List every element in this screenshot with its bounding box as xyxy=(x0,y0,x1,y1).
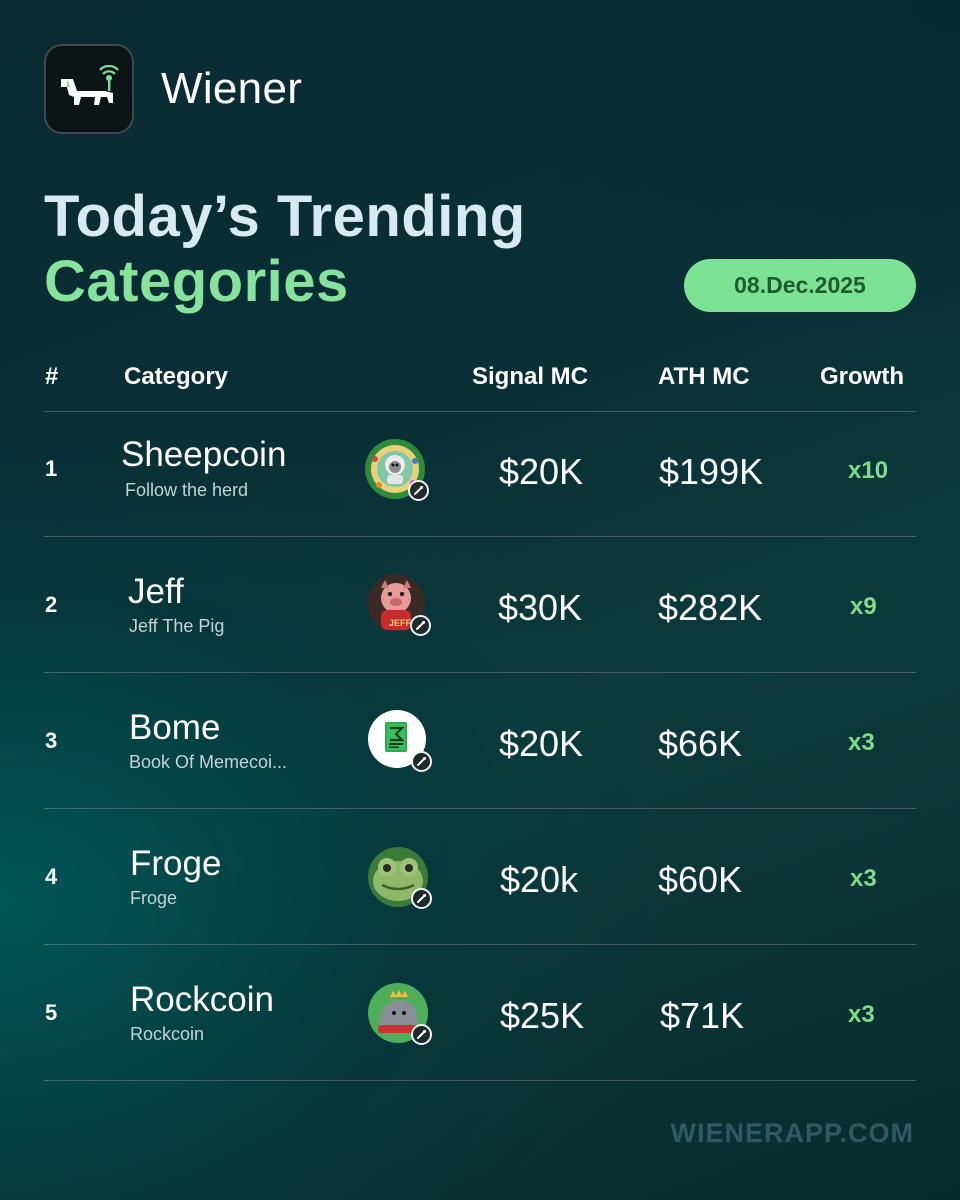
category-name: Froge xyxy=(130,844,222,883)
divider xyxy=(44,672,916,673)
link-icon xyxy=(411,751,432,772)
ath-mc-value: $199K xyxy=(659,451,764,492)
date-badge: 08.Dec.2025 xyxy=(684,259,916,312)
category-subtitle: Jeff The Pig xyxy=(129,616,225,636)
link-icon xyxy=(410,615,431,636)
website-link[interactable]: WIENERAPP.COM xyxy=(670,1118,914,1148)
book-avatar-icon xyxy=(368,710,432,772)
growth-value: x9 xyxy=(850,593,877,620)
category-subtitle: Book Of Memecoi... xyxy=(129,752,288,772)
category-name: Sheepcoin xyxy=(121,435,287,474)
category-name: Jeff xyxy=(128,572,184,611)
table-row[interactable]: 5 Rockcoin Rockcoin $25K $71K x3 xyxy=(0,956,960,1092)
link-icon xyxy=(408,480,429,501)
divider xyxy=(44,536,916,537)
link-icon xyxy=(411,1024,432,1045)
category-name: Bome xyxy=(129,708,221,747)
row-rank: 4 xyxy=(45,864,58,889)
frog-avatar-icon xyxy=(368,847,432,909)
header-category: Category xyxy=(124,363,229,390)
divider xyxy=(44,944,916,945)
category-subtitle: Follow the herd xyxy=(125,480,249,500)
signal-mc-value: $20K xyxy=(499,451,584,492)
row-rank: 1 xyxy=(45,456,58,481)
divider xyxy=(44,808,916,809)
page-title: Today’s Trending xyxy=(44,184,526,249)
signal-mc-value: $25K xyxy=(500,995,585,1036)
category-subtitle: Froge xyxy=(130,888,178,908)
divider xyxy=(44,411,916,412)
row-rank: 3 xyxy=(45,728,58,753)
ath-mc-value: $66K xyxy=(658,723,743,764)
ath-mc-value: $71K xyxy=(660,995,745,1036)
sheep-avatar-icon xyxy=(365,439,429,501)
header-rank: # xyxy=(45,363,59,390)
svg-text:JEFF: JEFF xyxy=(389,618,412,628)
category-subtitle: Rockcoin xyxy=(130,1024,205,1044)
signal-mc-value: $30K xyxy=(498,587,583,628)
app-logo xyxy=(44,44,134,134)
page-subtitle: Categories xyxy=(44,249,349,314)
growth-value: x3 xyxy=(848,1001,875,1028)
rock-avatar-icon xyxy=(368,983,432,1045)
ath-mc-value: $60K xyxy=(658,859,743,900)
brand-name: Wiener xyxy=(161,64,303,113)
divider xyxy=(44,1080,916,1081)
header-growth: Growth xyxy=(820,363,904,390)
pig-avatar-icon: JEFF xyxy=(367,574,431,636)
table-row[interactable]: 2 Jeff Jeff The Pig JEFF $30K $282K x9 xyxy=(0,548,960,684)
signal-mc-value: $20K xyxy=(499,723,584,764)
category-name: Rockcoin xyxy=(130,980,274,1019)
growth-value: x3 xyxy=(850,865,877,892)
row-rank: 2 xyxy=(45,592,58,617)
table-row[interactable]: 3 Bome Book Of Memecoi... $20K $66K x3 xyxy=(0,684,960,820)
header-signal-mc: Signal MC xyxy=(472,363,589,390)
growth-value: x3 xyxy=(848,729,875,756)
link-icon xyxy=(411,888,432,909)
growth-value: x10 xyxy=(848,457,889,484)
signal-mc-value: $20k xyxy=(500,859,579,900)
header-ath-mc: ATH MC xyxy=(658,363,750,390)
row-rank: 5 xyxy=(45,1000,58,1025)
table-row[interactable]: 1 Sheepcoin Follow the herd $20K $199K x… xyxy=(0,412,960,548)
ath-mc-value: $282K xyxy=(658,587,763,628)
dachshund-antenna-icon xyxy=(61,65,119,105)
table-row[interactable]: 4 Froge Froge $20k $60K x3 xyxy=(0,820,960,956)
